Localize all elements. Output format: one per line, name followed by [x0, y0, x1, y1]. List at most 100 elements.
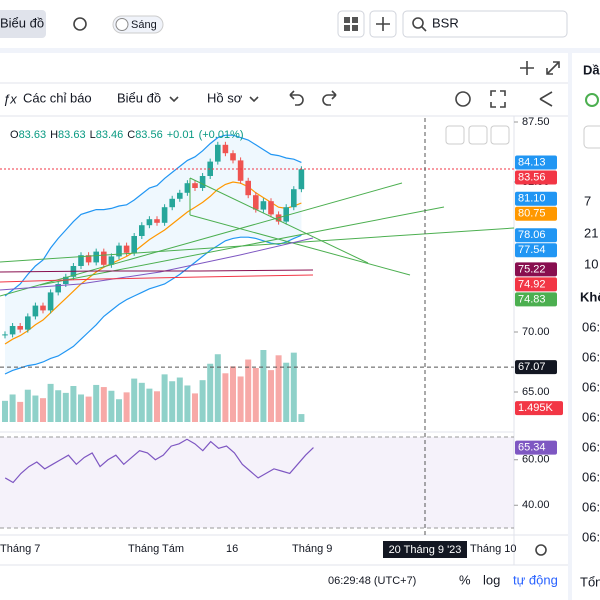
side-time: 06:	[582, 319, 600, 334]
price-badge	[515, 277, 557, 292]
rsi-band	[0, 437, 514, 528]
volume-bar	[9, 394, 16, 422]
legend-button[interactable]	[490, 125, 510, 145]
candle	[291, 189, 297, 208]
search-box[interactable]	[402, 10, 568, 38]
candle	[17, 326, 23, 330]
log-toggle[interactable]: log	[483, 572, 500, 587]
add-chart-icon[interactable]	[520, 61, 534, 75]
volume-bar	[40, 398, 46, 422]
price-badge	[515, 292, 557, 307]
volume-bar	[62, 392, 69, 422]
volume-bar	[100, 387, 107, 422]
volume-bar	[207, 363, 214, 422]
candle	[139, 225, 145, 236]
candle	[260, 201, 267, 210]
indicator-line	[4, 234, 302, 375]
candle	[199, 176, 206, 188]
price-badge	[515, 155, 557, 170]
volume-bar	[108, 390, 115, 422]
candle	[108, 256, 115, 265]
date-label: 20 Tháng 9 '23	[389, 544, 462, 556]
ma-line	[0, 269, 314, 273]
layout-button[interactable]	[337, 10, 365, 38]
side-section: Khố	[580, 289, 600, 304]
candle	[268, 201, 274, 215]
ma-line	[0, 274, 314, 283]
status-icon	[585, 93, 599, 107]
band-fill	[5, 135, 302, 374]
side-time: 06:	[582, 379, 600, 394]
volume-bar	[260, 350, 267, 422]
volume-bar	[161, 374, 168, 422]
crosshair-badge	[515, 360, 557, 375]
x-tick-label: 16	[226, 543, 238, 555]
fullscreen-icon[interactable]	[490, 90, 506, 108]
settings-icon[interactable]	[73, 17, 87, 31]
volume-bar	[268, 370, 274, 422]
percent-toggle[interactable]: %	[459, 572, 471, 587]
price-badge-label: 80.75	[518, 208, 546, 220]
x-tick-label: Tháng 7	[0, 543, 40, 555]
volume-bar	[245, 359, 252, 422]
volume-bar	[154, 391, 160, 422]
volume-bar	[24, 389, 31, 422]
fx-icon: ƒx	[3, 91, 17, 106]
volume-bar	[131, 378, 138, 422]
side-time: 06:	[582, 499, 600, 514]
volume-bar	[146, 388, 153, 422]
chart-type[interactable]: Biểu đồ	[117, 90, 161, 105]
volume-bar	[199, 380, 206, 422]
layout-icon	[344, 17, 358, 31]
y-tick-label: 40.00	[522, 499, 550, 511]
candle	[9, 326, 16, 335]
trend-line	[0, 227, 515, 263]
volume-bar	[192, 393, 198, 422]
expand-icon[interactable]	[546, 61, 560, 75]
rsi-line	[4, 438, 314, 484]
chart-button-label[interactable]: Biểu đồ	[0, 15, 44, 30]
volume-bar	[70, 386, 77, 422]
candle	[192, 183, 198, 188]
rsi-badge	[515, 440, 557, 455]
volume-bar	[214, 354, 221, 422]
legend-button[interactable]	[445, 125, 465, 145]
indicator-line	[4, 181, 302, 345]
theme-label: Sáng	[131, 19, 157, 31]
symbol[interactable]: BSR	[432, 15, 459, 30]
crosshair-label: 67.07	[518, 361, 546, 373]
volume-badge-label: 1.495K	[518, 402, 554, 414]
volume-bar	[222, 373, 229, 422]
candle	[222, 144, 229, 154]
time-list: 06: 06: 06: 06: 06: 06: 06: 06:	[582, 319, 600, 544]
volume-bar	[237, 376, 244, 422]
clock: 06:29:48 (UTC+7)	[328, 575, 416, 587]
redo-icon[interactable]	[322, 90, 337, 106]
chart-button[interactable]	[0, 10, 46, 38]
share-icon[interactable]	[539, 91, 553, 107]
settings-icon[interactable]	[455, 91, 471, 107]
candle	[230, 153, 236, 161]
axis-settings-icon[interactable]	[535, 544, 547, 556]
side-button[interactable]	[583, 125, 600, 149]
indicators[interactable]: Các chỉ báo	[23, 90, 92, 105]
trend-line	[0, 182, 403, 297]
side-time: 06:	[582, 469, 600, 484]
candle	[237, 160, 244, 181]
candle	[207, 161, 213, 176]
candle	[40, 305, 46, 311]
price-badge	[515, 206, 557, 221]
candle	[25, 316, 31, 330]
undo-icon[interactable]	[289, 90, 304, 106]
price-badge-label: 83.56	[518, 171, 546, 183]
candle	[283, 207, 289, 222]
candle	[146, 219, 153, 226]
legend-button[interactable]	[468, 125, 488, 145]
volume-bar	[17, 401, 24, 422]
candle	[47, 292, 54, 311]
price-badge	[515, 228, 557, 243]
auto-toggle[interactable]: tự động	[513, 572, 558, 587]
profile[interactable]: Hồ sơ	[207, 90, 243, 105]
price-badge-label: 74.83	[518, 293, 546, 305]
